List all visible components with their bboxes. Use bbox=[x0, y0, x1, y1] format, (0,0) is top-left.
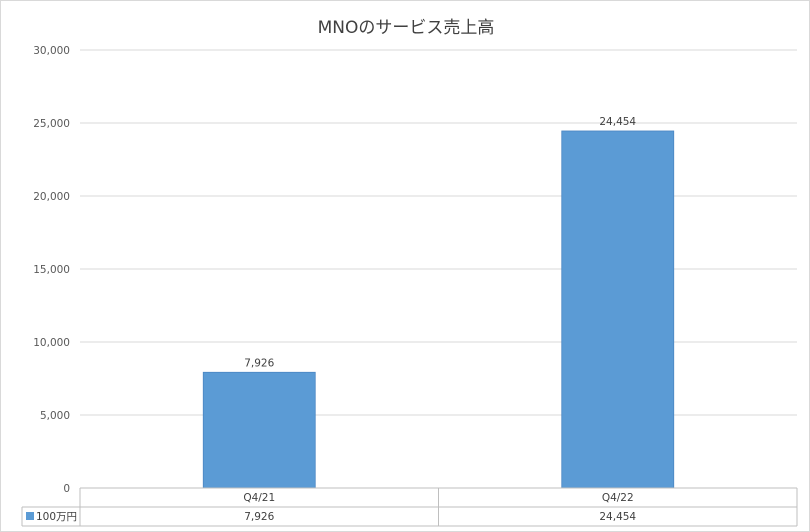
data-label: 7,926 bbox=[244, 357, 274, 369]
data-label: 24,454 bbox=[599, 116, 636, 128]
y-tick-label: 15,000 bbox=[33, 264, 70, 276]
bar-Q4/22 bbox=[561, 130, 675, 489]
y-tick-label: 5,000 bbox=[40, 410, 70, 422]
y-tick-label: 30,000 bbox=[33, 45, 70, 57]
table-value-cell: 7,926 bbox=[244, 511, 274, 523]
legend-label: 100万円 bbox=[36, 511, 77, 523]
bar-Q4/21 bbox=[202, 371, 316, 489]
y-tick-label: 0 bbox=[63, 483, 70, 495]
chart-title: MNOのサービス売上高 bbox=[317, 18, 495, 38]
table-value-cell: 24,454 bbox=[599, 511, 636, 523]
y-tick-label: 10,000 bbox=[33, 337, 70, 349]
y-tick-label: 20,000 bbox=[33, 191, 70, 203]
y-tick-label: 25,000 bbox=[33, 118, 70, 130]
x-tick-label: Q4/21 bbox=[243, 492, 275, 504]
x-tick-label: Q4/22 bbox=[602, 492, 634, 504]
legend-swatch bbox=[26, 512, 34, 520]
